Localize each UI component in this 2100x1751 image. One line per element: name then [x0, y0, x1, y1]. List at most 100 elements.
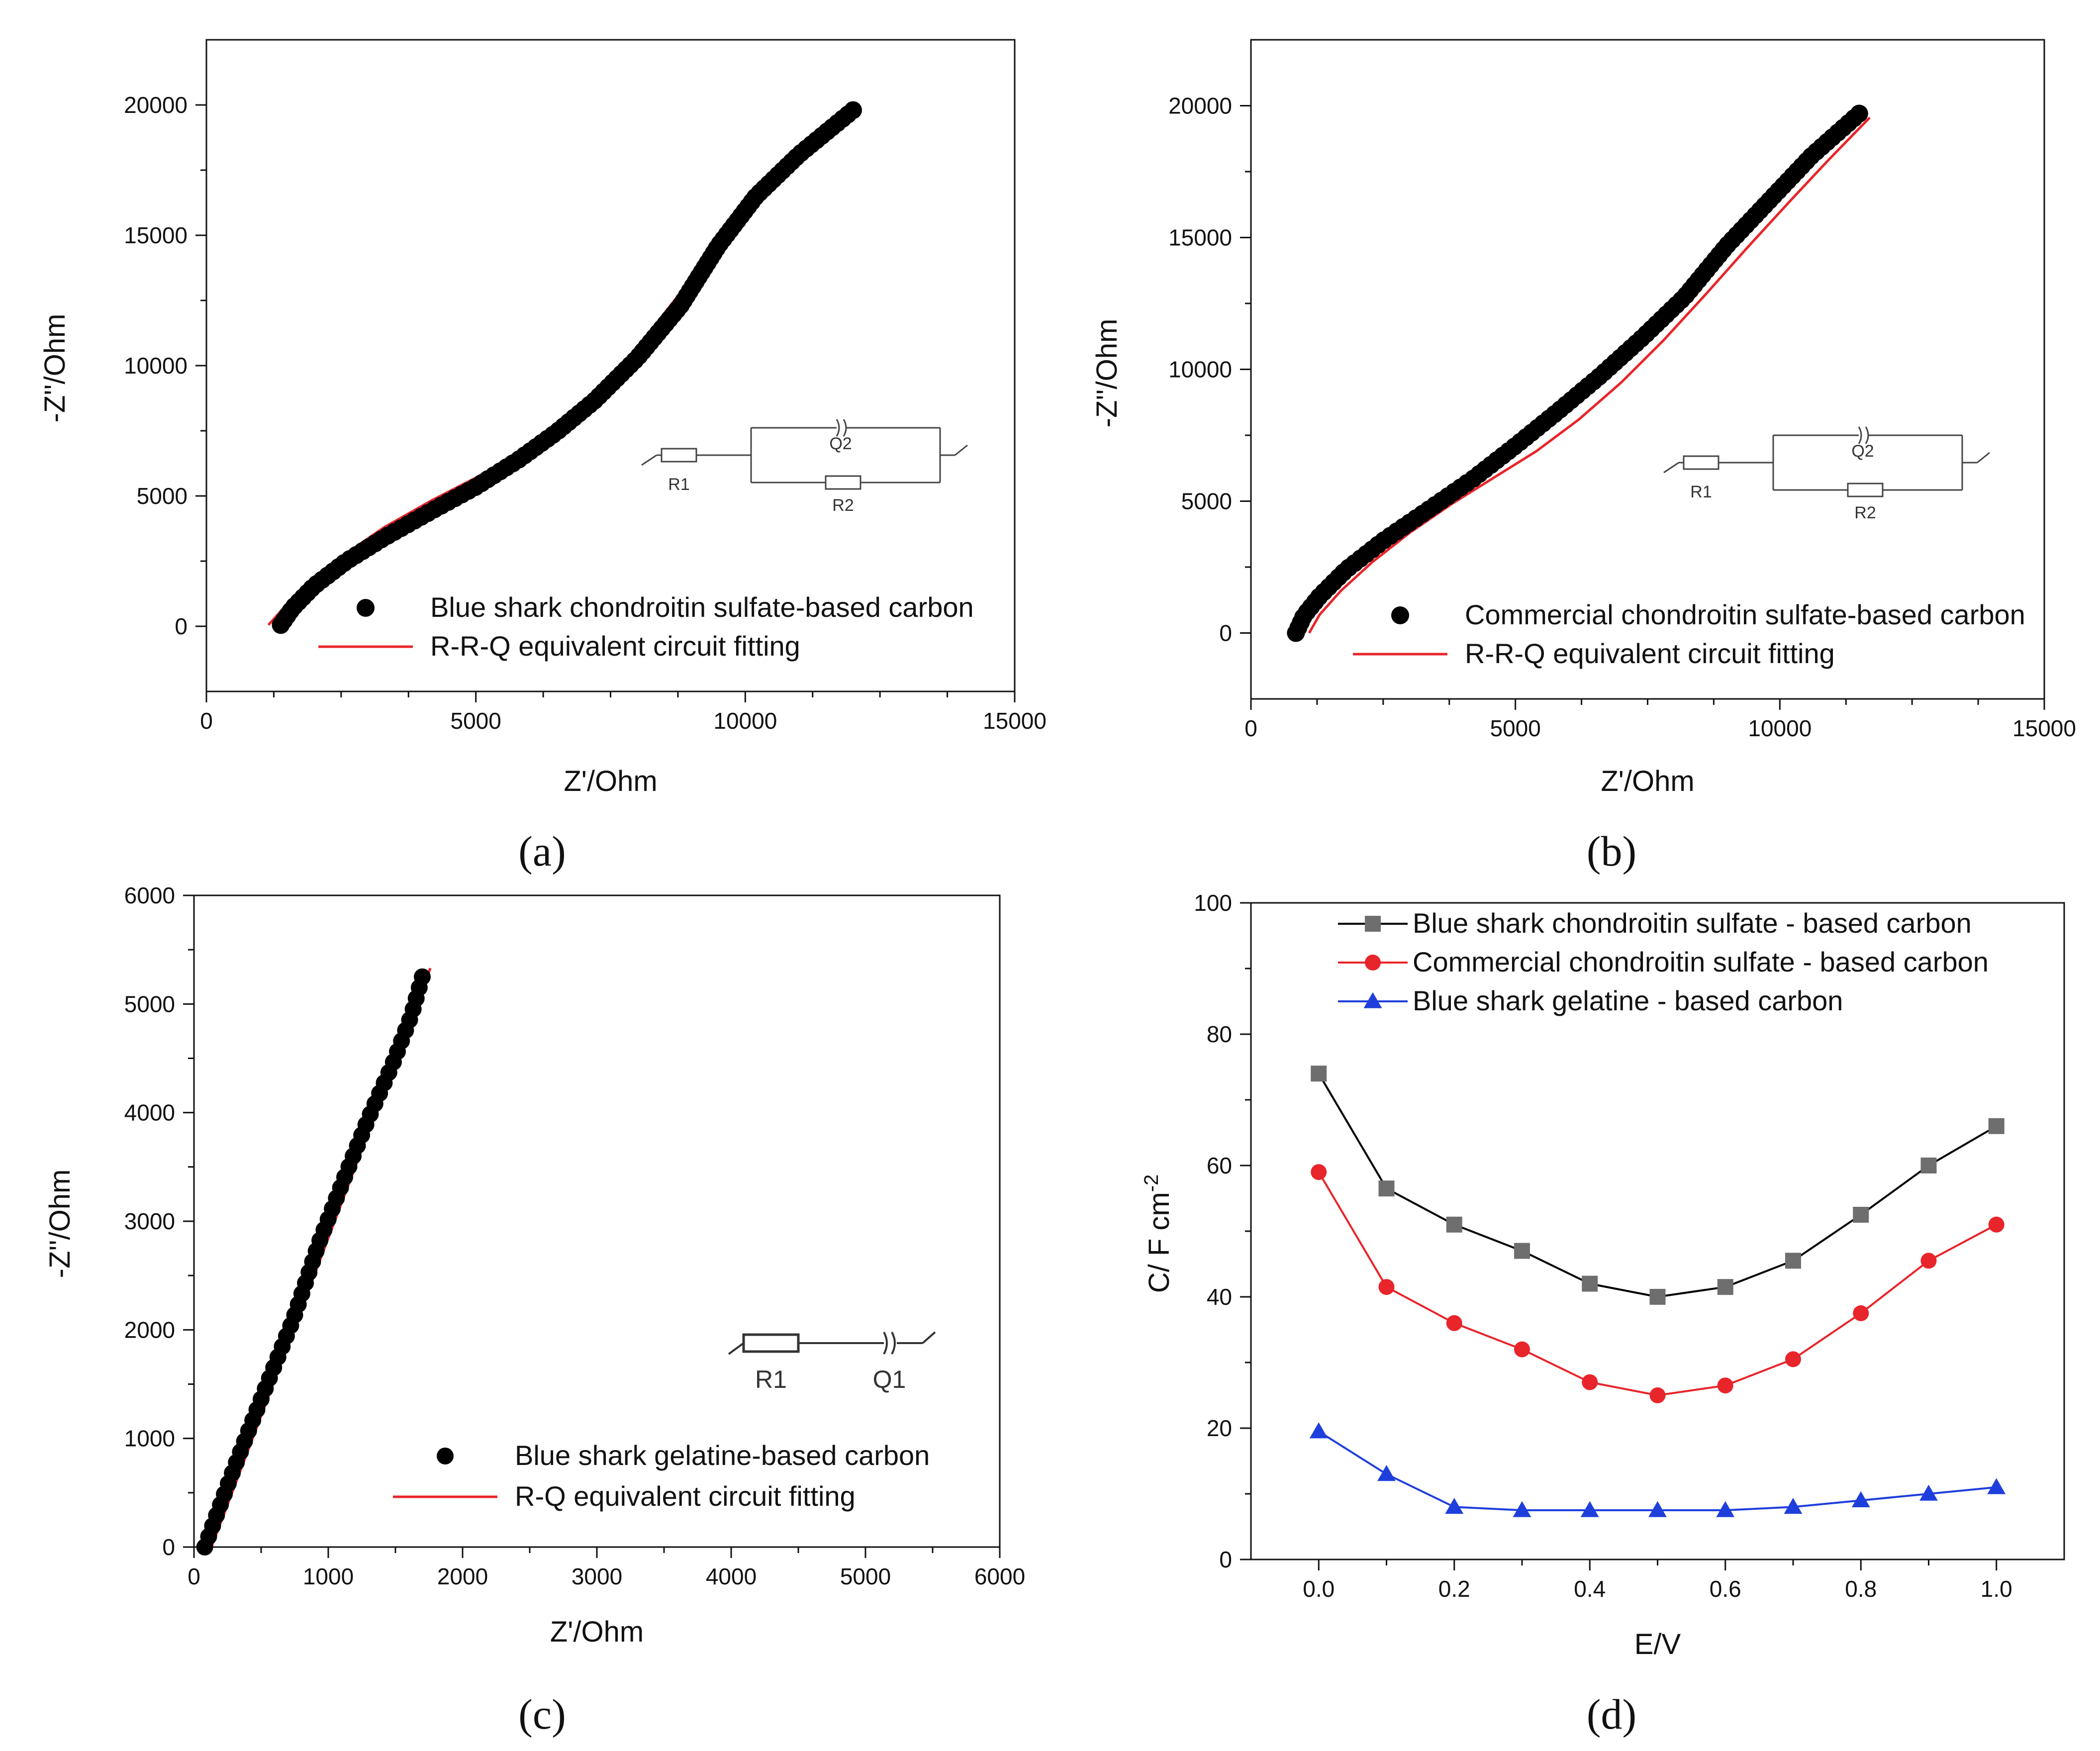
circuit-label-r1: R1	[755, 1365, 787, 1393]
circuit-wire	[728, 1342, 745, 1355]
y-axis-title: -Z''/Ohm	[39, 314, 71, 423]
y-axis-title-text: -Z''/Ohm	[39, 314, 71, 423]
x-tick-label: 5000	[1490, 715, 1540, 741]
y-tick-label: 15000	[124, 222, 188, 248]
data-point	[1445, 1498, 1464, 1514]
data-point	[1784, 1498, 1803, 1514]
data-point	[1580, 1501, 1599, 1517]
panel-label-d: (d)	[1587, 1690, 1636, 1738]
data-point	[1785, 1253, 1801, 1269]
data-point	[1851, 1491, 1870, 1507]
y-tick-label: 5000	[137, 483, 188, 509]
resistor-r1	[661, 448, 697, 463]
data-point	[1649, 1387, 1666, 1403]
y-tick-label: 5000	[124, 991, 175, 1017]
y-tick-label: 0	[1219, 620, 1232, 646]
circuit-label-q2: Q2	[1851, 442, 1874, 461]
y-tick-label: 20000	[124, 92, 188, 118]
legend-label: Commercial chondroitin sulfate-based car…	[1465, 599, 2025, 630]
y-axis-title: -Z''/Ohm	[1091, 319, 1123, 428]
x-tick-label: 0	[188, 1563, 200, 1589]
data-point	[1582, 1374, 1598, 1390]
x-axis-title: Z'/Ohm	[564, 765, 657, 797]
data-point	[414, 968, 431, 985]
y-tick-label: 5000	[1181, 488, 1232, 514]
circuit-wire	[1663, 462, 1679, 474]
legend-marker	[1363, 992, 1382, 1008]
cpe-q2-left	[1858, 426, 1862, 444]
data-point	[1446, 1315, 1462, 1331]
data-point	[1853, 1207, 1869, 1223]
data-point	[1514, 1243, 1530, 1259]
y-axis-title-text: C/ F cm	[1143, 1192, 1175, 1293]
y-tick-label: 20000	[1168, 93, 1232, 119]
legend-label: Blue shark chondroitin sulfate - based c…	[1413, 907, 1972, 939]
fit-line	[1308, 116, 1871, 634]
legend-marker	[1365, 916, 1381, 932]
x-tick-label: 1.0	[1981, 1576, 2012, 1602]
legend-marker	[1391, 606, 1409, 624]
y-tick-label: 10000	[124, 353, 188, 379]
cpe-q2-right	[1865, 426, 1869, 444]
panel-c: 0 1000 2000 3000 4000 5000 6000 0 1000 2000 3000 40…	[44, 882, 1025, 1648]
legend-marker	[437, 1448, 454, 1464]
data-point	[1648, 1501, 1667, 1517]
y-tick-label: 20	[1207, 1415, 1232, 1441]
x-tick-label: 5000	[450, 708, 501, 734]
y-tick-label: 15000	[1168, 225, 1232, 251]
data-point	[1311, 1066, 1327, 1082]
data-point	[1378, 1279, 1395, 1295]
x-axis-title: Z'/Ohm	[1601, 765, 1694, 797]
data-point	[1582, 1275, 1598, 1292]
data-point	[1716, 1501, 1735, 1517]
data-point	[1309, 1422, 1328, 1439]
data-point	[1717, 1377, 1733, 1394]
y-tick-label: 0	[1219, 1547, 1232, 1572]
y-tick-label: 2000	[124, 1317, 175, 1343]
data-point	[1649, 1289, 1666, 1305]
x-tick-label: 10000	[1748, 715, 1812, 741]
x-tick-label: 0	[200, 708, 213, 734]
cpe-q2-left	[836, 419, 840, 437]
circuit-wire	[641, 454, 657, 466]
x-tick-label: 6000	[974, 1563, 1025, 1589]
y-tick-label: 40	[1207, 1284, 1232, 1310]
data-point	[1514, 1341, 1530, 1358]
y-tick-label: 10000	[1168, 357, 1232, 383]
circuit-label-r2: R2	[1854, 503, 1876, 522]
data-point	[1988, 1216, 2005, 1233]
legend-label: R-R-Q equivalent circuit fitting	[430, 630, 800, 662]
y-axis-title: -Z''/Ohm	[44, 1169, 76, 1278]
data-point	[1920, 1253, 1937, 1269]
data-point	[1378, 1180, 1395, 1197]
legend-label: Commercial chondroitin sulfate - based c…	[1413, 946, 1989, 977]
legend-label: Blue shark chondroitin sulfate-based car…	[430, 591, 974, 623]
panel-d: 0.0 0.2 0.4 0.6 0.8 1.0 0 20 40 60 80 100 E/V C/ F cm…	[1141, 890, 2065, 1660]
cpe-q1-right	[891, 1332, 896, 1355]
circuit-label-r1: R1	[668, 475, 689, 494]
data-point	[1987, 1478, 2006, 1494]
data-point	[1920, 1158, 1937, 1173]
data-point	[1311, 1164, 1327, 1180]
panel-b: 0 5000 10000 15000 0 5000 10000 15000 20000 Z'/Oh…	[1091, 39, 2076, 797]
y-tick-label: 0	[162, 1534, 175, 1560]
circuit-label-q2: Q2	[829, 434, 852, 453]
x-tick-label: 5000	[840, 1563, 891, 1589]
panel-label-c: (c)	[518, 1690, 566, 1738]
circuit-label-q1: Q1	[873, 1365, 906, 1393]
y-tick-label: 4000	[124, 1100, 175, 1126]
y-tick-label: 1000	[124, 1426, 175, 1452]
panel-label-a: (a)	[518, 827, 566, 875]
data-point	[1717, 1279, 1733, 1295]
legend-label: Blue shark gelatine - based carbon	[1413, 985, 1843, 1016]
y-tick-label: 100	[1194, 890, 1232, 916]
y-tick-label: 0	[175, 613, 188, 639]
x-tick-label: 15000	[2012, 715, 2076, 741]
data-point	[1377, 1465, 1396, 1481]
panel-a: 0 5000 10000 15000 0 5000 10000 15000 20000 Z'/Oh…	[39, 39, 1047, 797]
data-point	[1919, 1484, 1938, 1501]
data-point	[1853, 1305, 1869, 1321]
x-tick-label: 1000	[303, 1563, 354, 1589]
circuit-label-r2: R2	[832, 496, 854, 515]
